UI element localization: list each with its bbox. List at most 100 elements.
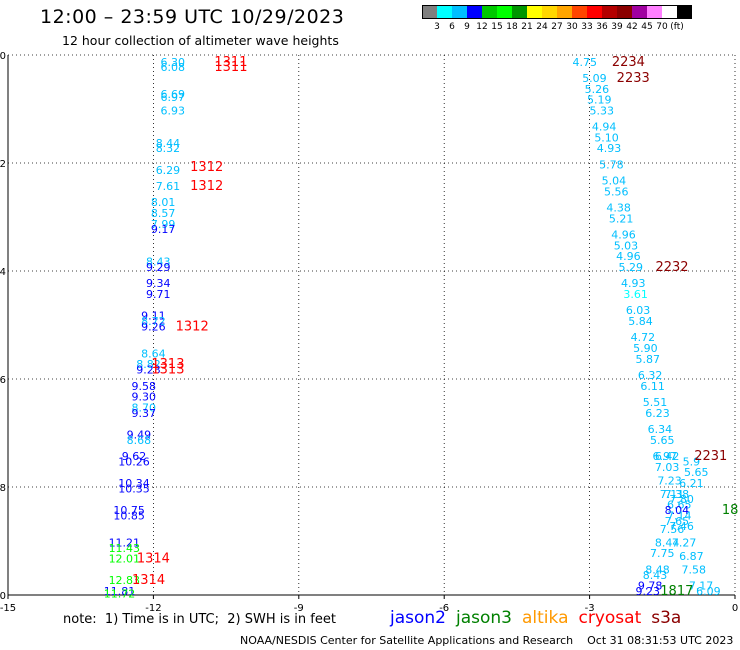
pass-time-label: 2232	[655, 260, 688, 275]
pass-time-label: 1312	[190, 160, 223, 175]
color-scale-swatch	[572, 5, 587, 19]
wave-height-point: 6.29	[156, 164, 181, 177]
wave-height-point: 6.69	[161, 88, 186, 101]
wave-height-point: 7.56	[660, 523, 685, 536]
wave-height-point: 7.61	[156, 180, 181, 193]
color-scale-swatch	[467, 5, 482, 19]
color-scale-swatch	[422, 5, 437, 19]
pass-time-label: 2234	[612, 55, 645, 70]
wave-height-point: 10.35	[118, 482, 150, 495]
wave-height-point: 8.43	[643, 569, 668, 582]
wave-height-point: 11.43	[109, 542, 141, 555]
wave-height-point: 7.14	[667, 509, 692, 522]
wave-height-point: 6.34	[648, 423, 673, 436]
wave-height-point: 8.70	[131, 401, 156, 414]
wave-height-point: 11.72	[104, 588, 136, 601]
x-tick-label: -9	[294, 603, 304, 614]
wave-height-point: 6.65	[667, 499, 692, 512]
note-text: note: 1) Time is in UTC; 2) SWH is in fe…	[63, 612, 336, 627]
wave-height-point: 6.09	[696, 585, 721, 598]
wave-height-point: 8.44	[655, 536, 680, 549]
wave-height-point: 4.96	[611, 229, 636, 242]
color-scale-label: 30	[566, 22, 578, 32]
color-scale-swatch	[497, 5, 512, 19]
wave-height-point: 4.72	[631, 331, 656, 344]
wave-height-point: 7.80	[669, 493, 694, 506]
wave-height-point: 9.58	[131, 380, 156, 393]
color-scale-label: 36	[596, 22, 608, 32]
color-scale-swatch	[632, 5, 647, 19]
wave-height-point: 8.48	[645, 563, 670, 576]
wave-height-point: 7.17	[689, 580, 714, 593]
pass-time-label: 1311	[214, 60, 247, 75]
pass-time-label: 1313	[151, 363, 184, 378]
pass-time-label: 1312	[190, 179, 223, 194]
color-scale-label: 6	[449, 22, 455, 32]
wave-height-point: 6.03	[626, 304, 651, 317]
color-scale-label: 27	[551, 22, 563, 32]
wave-height-point: 5.56	[604, 185, 629, 198]
footer-credit: NOAA/NESDIS Center for Satellite Applica…	[240, 634, 734, 647]
color-scale-label: 70	[656, 22, 668, 32]
wave-height-point: 7.23	[657, 474, 682, 487]
wave-height-point: 6.97	[161, 91, 186, 104]
wave-height-point: 9.17	[151, 223, 176, 236]
wave-height-point: 7.38	[665, 488, 690, 501]
wave-height-point: 7.03	[655, 461, 680, 474]
wave-height-point: 10.85	[113, 509, 145, 522]
wave-height-point: 10.34	[118, 477, 150, 490]
color-scale-label: 12	[476, 22, 488, 32]
chart-subtitle: 12 hour collection of altimeter wave hei…	[62, 33, 339, 48]
wave-height-point: 5.90	[633, 342, 658, 355]
color-scale-swatch	[452, 5, 467, 19]
legend-entry-cryosat: cryosat	[578, 608, 642, 628]
wave-height-point: 11.21	[109, 536, 141, 549]
color-scale-swatch	[602, 5, 617, 19]
color-scale-swatch	[437, 5, 452, 19]
color-scale-label: 21	[521, 22, 533, 32]
wave-height-point: 10.75	[113, 504, 145, 517]
wave-height-point: 7.65	[665, 515, 690, 528]
wave-height-point: 5.65	[650, 434, 675, 447]
color-scale-swatch	[512, 5, 527, 19]
wave-height-point: 9.71	[146, 288, 171, 301]
wave-height-point: 6.23	[645, 407, 670, 420]
y-tick-label: -36	[0, 375, 6, 386]
color-scale-label: 24	[536, 22, 548, 32]
pass-time-label: 1313	[151, 357, 184, 372]
legend-entry-jason3: jason3	[456, 608, 512, 628]
wave-height-point: 6.08	[161, 61, 186, 74]
y-tick-label: -30	[0, 51, 6, 62]
pass-time-label: 1817	[660, 584, 693, 599]
wave-height-point: 9.34	[146, 277, 171, 290]
color-scale-swatch	[482, 5, 497, 19]
wave-height-point: 7.46	[669, 520, 694, 533]
wave-height-point: 5.78	[599, 158, 624, 171]
color-scale-label: (ft)	[670, 22, 684, 32]
wave-height-point: 5.87	[636, 353, 661, 366]
wave-height-point: 6.30	[161, 56, 186, 69]
wave-height-point: 7.99	[151, 218, 176, 231]
wave-height-point: 8.01	[151, 196, 176, 209]
color-scale-swatch	[557, 5, 572, 19]
wave-height-point: 7.75	[650, 547, 675, 560]
satellite-legend: jason2 jason3 altika cryosat s3a	[390, 608, 691, 628]
wave-height-point: 9.23	[636, 585, 661, 598]
pass-time-label: 18	[722, 503, 739, 518]
wave-height-point: 5.29	[619, 261, 644, 274]
color-scale-border	[422, 5, 692, 19]
color-scale-label: 9	[464, 22, 470, 32]
wave-height-point: 9.29	[146, 261, 171, 274]
pass-time-label: 2231	[694, 449, 727, 464]
wave-height-point: 11.81	[104, 585, 136, 598]
wave-height-point: 4.94	[592, 121, 617, 134]
wave-height-point: 8.72	[141, 315, 166, 328]
pass-time-label: 1312	[176, 319, 209, 334]
x-tick-label: -12	[145, 603, 161, 614]
legend-entry-altika: altika	[522, 608, 569, 628]
x-tick-label: -3	[585, 603, 595, 614]
wave-height-point: 6.11	[640, 380, 665, 393]
color-scale-label: 45	[641, 22, 653, 32]
wave-height-point: 8.82	[136, 358, 161, 371]
